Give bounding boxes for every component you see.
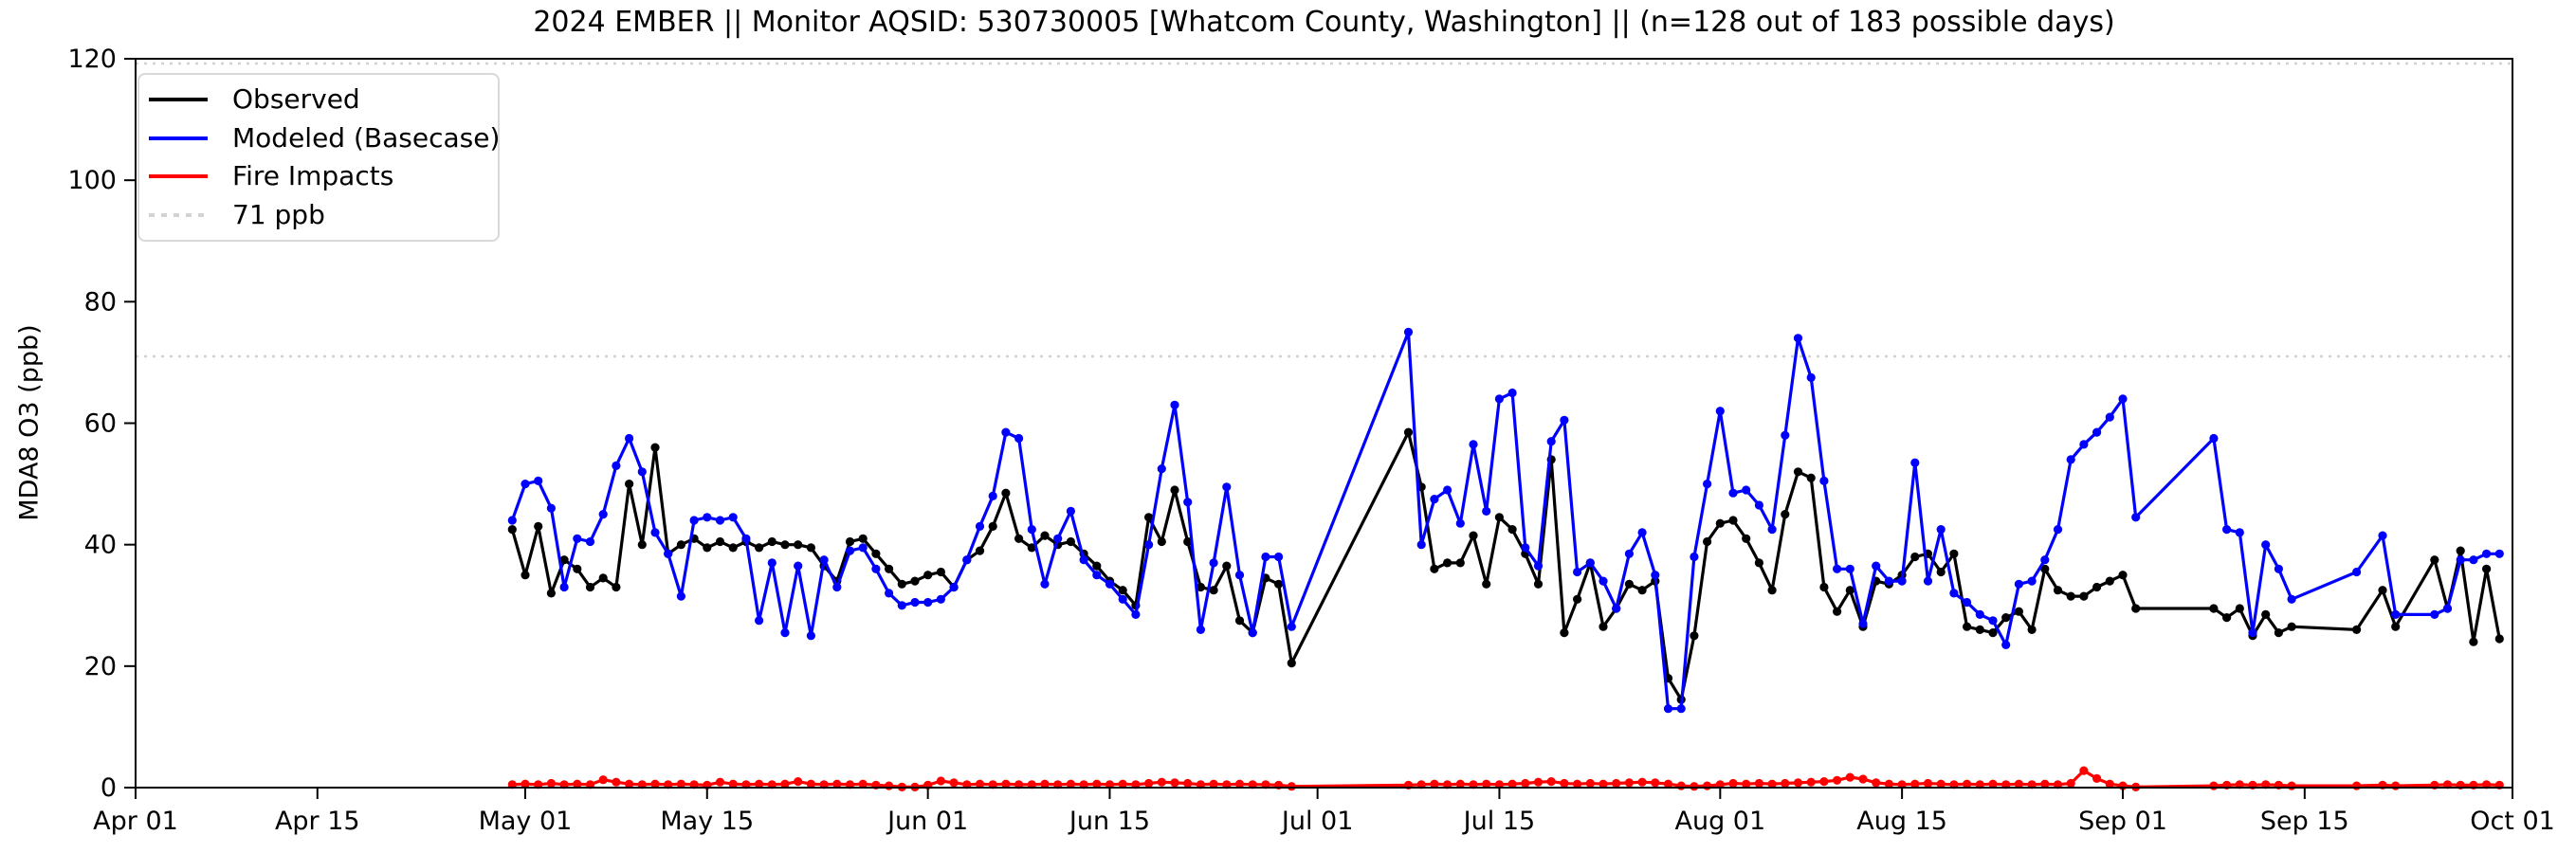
legend-item-threshold: 71 ppb [149,196,488,234]
y-tick-label: 100 [67,166,117,195]
legend-item-fire: Fire Impacts [149,157,488,195]
y-tick-label: 0 [100,773,117,803]
x-tick-label: Oct 01 [2470,807,2555,836]
x-tick-label: Apr 01 [93,807,178,836]
x-tick-label: Jul 01 [1280,807,1354,836]
x-tick-label: Jun 15 [1068,807,1150,836]
x-tick-label: May 01 [479,807,573,836]
y-tick-label: 120 [67,45,117,74]
modeled-line-icon [149,136,208,140]
modeled-line [510,330,2500,711]
x-tick-label: Aug 01 [1674,807,1765,836]
x-tick-label: Jun 01 [886,807,968,836]
legend-label-observed: Observed [232,83,360,116]
y-tick-label: 20 [84,652,117,681]
x-axis: Apr 01 Apr 15 May 01 May 15 Jun 01 Jun 15 Jul … [93,788,2555,836]
legend-item-modeled: Modeled (Basecase) [149,119,500,157]
y-tick-label: 80 [84,287,117,317]
observed-line-icon [149,98,208,102]
threshold-line [136,62,2512,358]
modeled-markers [507,327,2504,714]
x-tick-label: May 15 [660,807,754,836]
x-tick-label: Sep 01 [2078,807,2167,836]
y-axis: 0 20 40 60 80 100 120 [67,45,136,803]
legend: Observed Modeled (Basecase) Fire Impacts… [137,73,500,242]
chart-title: 2024 EMBER || Monitor AQSID: 530730005 [… [533,6,2115,39]
observed-markers [507,427,2504,704]
legend-label-modeled: Modeled (Basecase) [232,121,501,154]
threshold-line-icon [149,212,208,217]
legend-item-observed: Observed [149,81,488,118]
legend-label-threshold: 71 ppb [232,198,325,230]
y-tick-label: 40 [84,531,117,560]
fire-line-icon [149,174,208,179]
x-tick-label: Apr 15 [275,807,360,836]
x-tick-label: Sep 15 [2260,807,2349,836]
x-tick-label: Aug 15 [1856,807,1947,836]
y-tick-label: 60 [84,409,117,439]
y-axis-label: MDA8 O3 (ppb) [14,324,45,521]
observed-line [510,430,2501,701]
x-tick-label: Jul 15 [1462,807,1536,836]
legend-label-fire: Fire Impacts [232,160,394,192]
